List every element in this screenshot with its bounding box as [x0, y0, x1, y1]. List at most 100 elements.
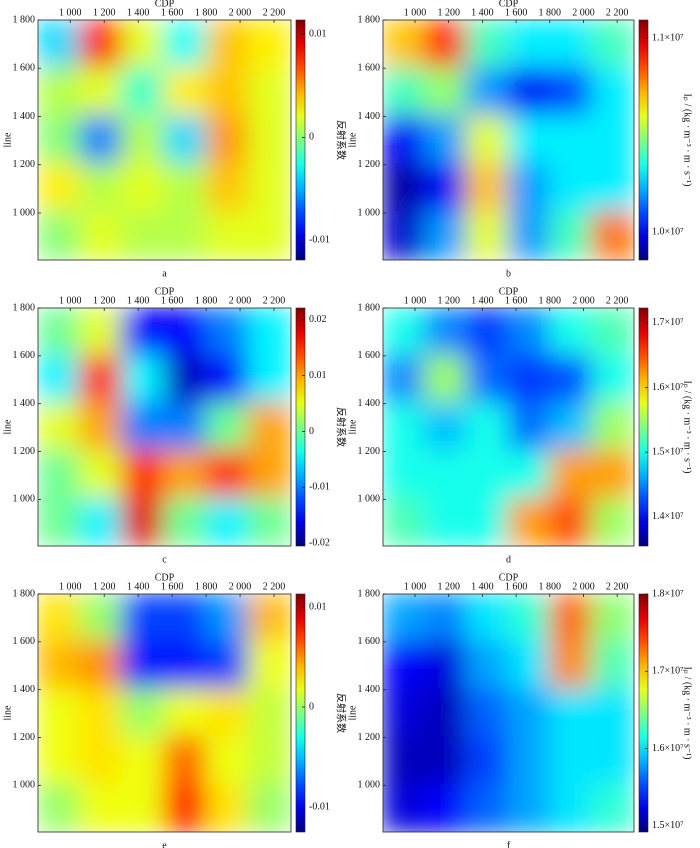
heatmap-cell — [423, 308, 468, 357]
y-tick-label: 1 200 — [13, 446, 36, 457]
heatmap-cell — [121, 735, 166, 786]
y-tick-label: 1 400 — [358, 398, 381, 409]
colorbar-title: 反射系数 — [335, 120, 348, 160]
heatmap-cell — [163, 449, 208, 500]
heatmap-cell — [465, 402, 510, 452]
x-tick-label: 2 200 — [606, 295, 629, 306]
colorbar-tick-label: 0.02 — [309, 314, 327, 325]
heatmap-cell — [38, 688, 82, 738]
x-tick-label: 1 000 — [59, 581, 82, 592]
heatmap-cell — [423, 67, 468, 117]
heatmap-cell — [549, 20, 594, 69]
heatmap-cell — [121, 402, 166, 452]
colorbar — [638, 19, 649, 261]
heatmap-cell — [247, 594, 291, 643]
heatmap-cell — [423, 163, 468, 213]
heatmap-cell — [549, 594, 594, 643]
y-tick-label: 1 400 — [358, 111, 381, 122]
heatmap-cell — [549, 783, 594, 832]
y-axis-title: line — [347, 705, 358, 721]
heatmap-cell — [591, 783, 634, 832]
plot-frame — [382, 593, 635, 833]
y-tick-label: 1 600 — [358, 63, 381, 74]
x-tick-label: 1 000 — [404, 7, 427, 18]
x-tick-label: 1 400 — [471, 295, 494, 306]
heatmap-cell — [247, 688, 291, 738]
x-tick-label: 2 000 — [229, 295, 252, 306]
heatmap-cell — [121, 640, 166, 691]
heatmap-cell — [121, 594, 166, 643]
heatmap-cells — [38, 20, 291, 260]
heatmap-cell — [465, 354, 510, 405]
heatmap-cell — [591, 449, 634, 500]
heatmap-cell — [247, 640, 291, 691]
colorbar-title: Iₚ / (kg · m⁻³ · m · s⁻¹) — [682, 380, 693, 473]
y-tick-label: 1 000 — [358, 494, 381, 505]
heatmap-cell — [423, 449, 468, 500]
x-axis-title: CDP — [499, 0, 519, 9]
heatmap-cell — [507, 594, 552, 643]
heatmap-cell — [383, 497, 426, 546]
colorbar-tick-label: 1.5×10⁷ — [652, 447, 684, 458]
heatmap-cell — [591, 354, 634, 405]
y-tick-label: 1 800 — [358, 588, 381, 599]
heatmap-cell — [205, 67, 250, 117]
heatmap-cell — [79, 20, 124, 69]
colorbar-tick-label: 0.01 — [309, 601, 327, 612]
colorbar — [638, 307, 649, 547]
colorbar-tick-label: 1.1×10⁷ — [652, 32, 684, 43]
heatmap-cell — [383, 735, 426, 786]
heatmap-cell — [465, 783, 510, 832]
plot-frame — [37, 307, 292, 547]
heatmap-cell — [79, 594, 124, 643]
heatmap-cell — [38, 497, 82, 546]
heatmap-cell — [38, 163, 82, 213]
plot-frame — [382, 307, 635, 547]
x-axis-title: CDP — [155, 286, 175, 297]
x-axis-title: CDP — [499, 572, 519, 583]
heatmap-cell — [121, 163, 166, 213]
heatmap-cell — [205, 497, 250, 546]
heatmap-cell — [507, 640, 552, 691]
heatmap-cell — [507, 163, 552, 213]
heatmap-cell — [549, 402, 594, 452]
heatmap-cell — [163, 20, 208, 69]
heatmap-cell — [549, 497, 594, 546]
colorbar-tick-label: -0.01 — [309, 482, 330, 493]
heatmap-cell — [591, 594, 634, 643]
heatmap-cell — [549, 308, 594, 357]
y-tick-label: 1 600 — [358, 350, 381, 361]
colorbar-tick-label: 1.5×10⁷ — [652, 820, 684, 831]
heatmap-cell — [507, 688, 552, 738]
y-tick-label: 1 800 — [358, 14, 381, 25]
y-tick-label: 1 200 — [13, 732, 36, 743]
x-tick-label: 1 600 — [161, 7, 184, 18]
heatmap-cell — [423, 735, 468, 786]
heatmap-cell — [38, 20, 82, 69]
x-tick-label: 1 200 — [437, 295, 460, 306]
heatmap-cell — [465, 497, 510, 546]
heatmap-field — [383, 20, 634, 260]
heatmap-cell — [247, 735, 291, 786]
heatmap-cell — [121, 20, 166, 69]
heatmap-field — [383, 594, 634, 832]
heatmap-cell — [79, 67, 124, 117]
x-tick-label: 1 000 — [404, 581, 427, 592]
panel-label: a — [162, 268, 167, 279]
heatmap-cell — [163, 308, 208, 357]
heatmap-cell — [79, 115, 124, 165]
y-tick-label: 1 800 — [13, 302, 36, 313]
heatmap-cell — [465, 688, 510, 738]
heatmap-cell — [383, 115, 426, 165]
y-tick-label: 1 000 — [13, 207, 36, 218]
y-tick-label: 1 000 — [358, 207, 381, 218]
heatmap-cell — [38, 115, 82, 165]
heatmap-cell — [383, 449, 426, 500]
heatmap-cells — [38, 308, 291, 546]
heatmap-cell — [507, 783, 552, 832]
x-tick-label: 1 600 — [505, 581, 528, 592]
heatmap-cell — [163, 67, 208, 117]
colorbar-tick-label: -0.01 — [309, 801, 330, 812]
colorbar-tick-label: 1.4×10⁷ — [652, 511, 684, 522]
heatmap-cell — [423, 497, 468, 546]
